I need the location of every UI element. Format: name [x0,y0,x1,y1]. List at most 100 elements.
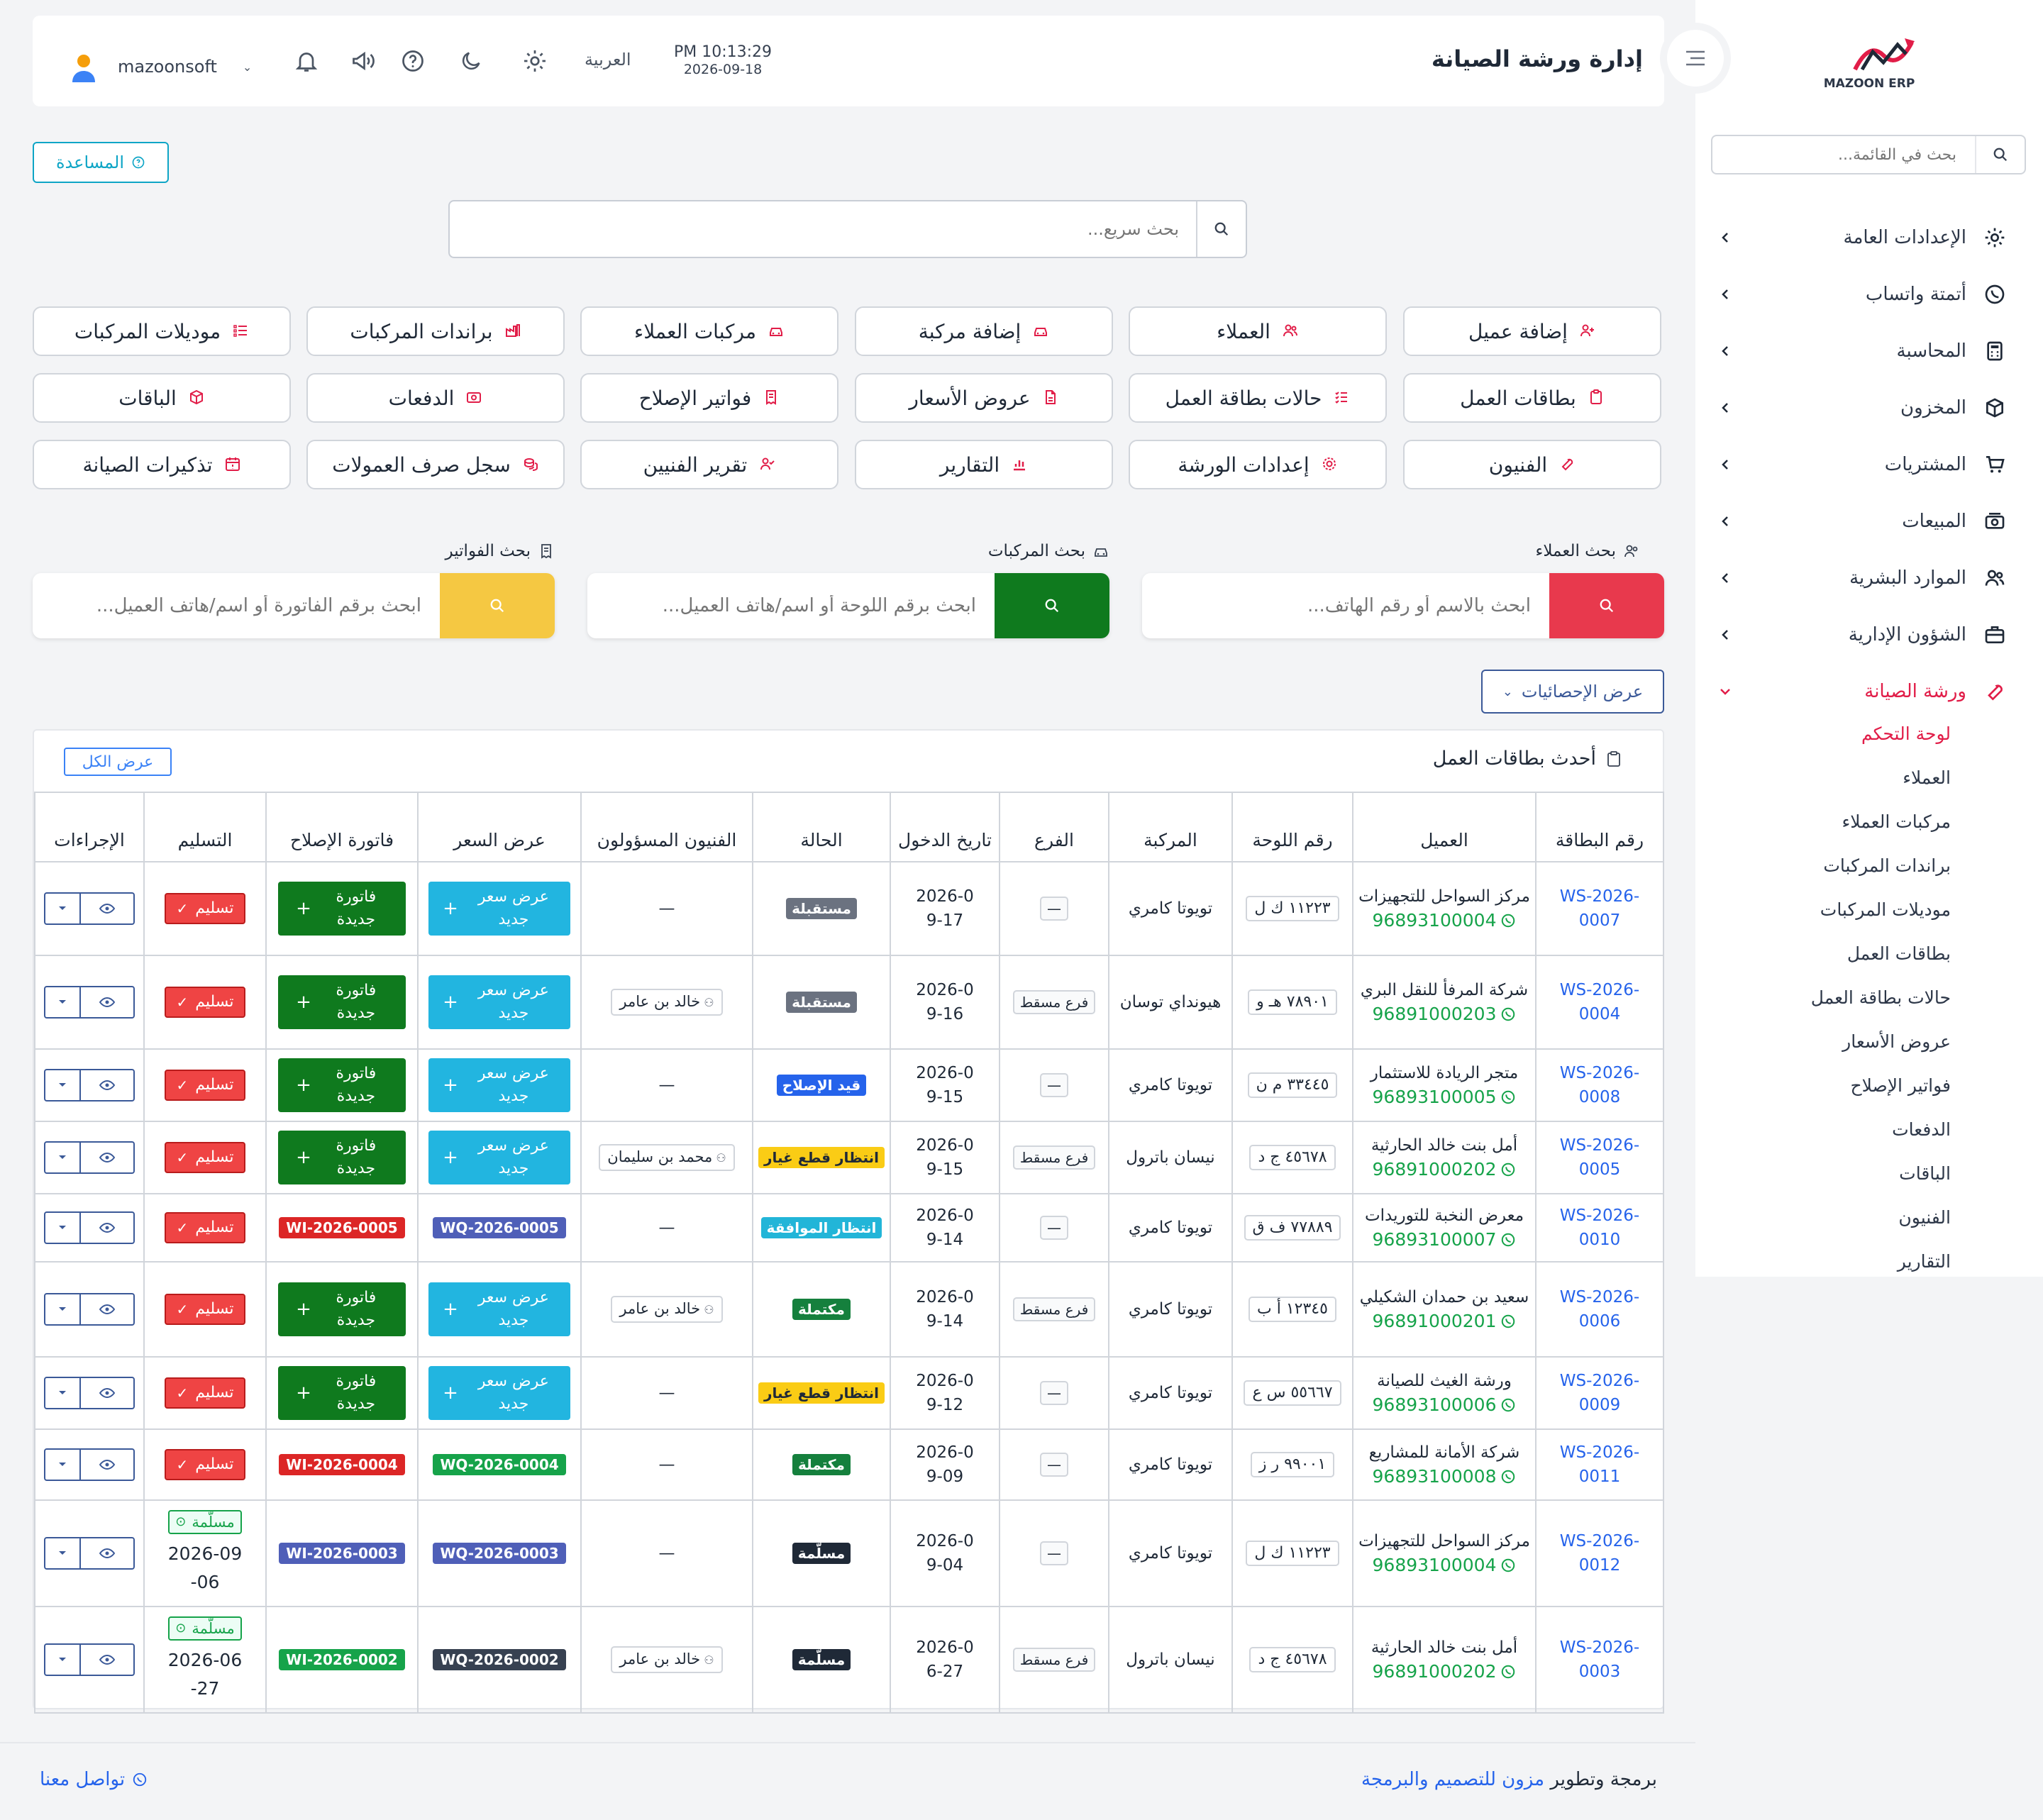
card-number-link[interactable]: WS-2026-0010 [1559,1206,1640,1249]
caret-down-icon[interactable] [45,987,79,1017]
view-all-button[interactable]: عرض الكل [64,748,172,776]
sidebar-toggle-button[interactable] [1667,30,1724,87]
shortcut-car-button[interactable]: مركبات العملاء [580,306,838,356]
show-stats-button[interactable]: عرض الإحصائيات ⌄ [1481,670,1664,714]
sidebar-subitem-7[interactable]: عروض الأسعار [1842,1031,1951,1052]
quote-link[interactable]: WQ-2026-0002 [433,1649,566,1670]
card-number-link[interactable]: WS-2026-0007 [1559,887,1640,930]
client-phone-link[interactable]: 96891000203 [1358,1002,1531,1026]
deliver-button[interactable]: تسليم ✓ [165,1449,245,1480]
client-phone-link[interactable]: 96893100004 [1358,909,1531,933]
caret-down-icon[interactable] [45,894,79,923]
new-invoice-button[interactable]: فاتورة جديدة + [278,1058,406,1112]
deliver-button[interactable]: تسليم ✓ [165,1142,245,1173]
help-circle-icon[interactable] [397,45,428,77]
customer-search-input[interactable] [1142,573,1549,638]
quote-link[interactable]: WQ-2026-0004 [433,1454,566,1475]
sidebar-item-1[interactable]: أتمتة واتساب [1718,266,2009,323]
card-number-link[interactable]: WS-2026-0008 [1559,1064,1640,1106]
card-number-link[interactable]: WS-2026-0012 [1559,1532,1640,1575]
bell-icon[interactable] [291,45,322,77]
sidebar-item-5[interactable]: المبيعات [1718,493,2009,550]
eye-icon[interactable] [79,1143,133,1172]
shortcut-list-button[interactable]: موديلات المركبات [33,306,291,356]
eye-icon[interactable] [79,1213,133,1243]
new-quote-button[interactable]: عرض سعر جديد + [428,1058,570,1112]
sidebar-item-8[interactable]: ورشة الصيانة [1718,663,2009,720]
new-invoice-button[interactable]: فاتورة جديدة + [278,975,406,1029]
new-quote-button[interactable]: عرض سعر جديد + [428,975,570,1029]
new-invoice-button[interactable]: فاتورة جديدة + [278,1282,406,1336]
invoice-search-box[interactable] [33,573,555,638]
deliver-button[interactable]: تسليم ✓ [165,1294,245,1325]
card-number-link[interactable]: WS-2026-0011 [1559,1443,1640,1486]
shortcut-users-button[interactable]: العملاء [1129,306,1387,356]
eye-icon[interactable] [79,1645,133,1675]
quote-link[interactable]: WQ-2026-0003 [433,1543,566,1564]
shortcut-payment-button[interactable]: الدفعات [306,373,565,423]
quick-search[interactable] [448,200,1247,258]
invoice-link[interactable]: WI-2026-0004 [279,1454,405,1475]
card-number-link[interactable]: WS-2026-0004 [1559,981,1640,1023]
client-phone-link[interactable]: 96893100006 [1358,1393,1531,1417]
shortcut-bar-chart-button[interactable]: التقارير [855,440,1113,489]
caret-down-icon[interactable] [45,1450,79,1480]
caret-down-icon[interactable] [45,1070,79,1100]
help-button[interactable]: المساعدة [33,142,169,183]
sidebar-search[interactable] [1711,135,2026,174]
sidebar-subitem-12[interactable]: التقارير [1897,1250,1951,1272]
vehicle-search-input[interactable] [587,573,995,638]
shortcut-coins-button[interactable]: سجل صرف العمولات [306,440,565,489]
invoice-link[interactable]: WI-2026-0003 [279,1543,405,1564]
quote-link[interactable]: WQ-2026-0005 [433,1217,566,1238]
sidebar-item-0[interactable]: الإعدادات العامة [1718,209,2009,266]
language-switch[interactable]: العربية [585,50,631,70]
sidebar-subitem-6[interactable]: حالات بطاقة العمل [1810,987,1951,1008]
card-number-link[interactable]: WS-2026-0003 [1559,1638,1640,1681]
customer-search-box[interactable] [1142,573,1664,638]
new-quote-button[interactable]: عرض سعر جديد + [428,1282,570,1336]
user-menu[interactable]: ⌄ mazoonsoft [67,50,252,84]
search-icon[interactable] [1196,201,1246,257]
quick-search-input[interactable] [450,201,1196,257]
new-quote-button[interactable]: عرض سعر جديد + [428,1131,570,1184]
sidebar-subitem-3[interactable]: براندات المركبات [1823,855,1951,876]
vehicle-search-box[interactable] [587,573,1109,638]
client-phone-link[interactable]: 96893100007 [1358,1228,1531,1252]
caret-down-icon[interactable] [45,1143,79,1172]
client-phone-link[interactable]: 96893100005 [1358,1085,1531,1109]
deliver-button[interactable]: تسليم ✓ [165,1377,245,1409]
invoice-link[interactable]: WI-2026-0002 [279,1649,405,1670]
shortcut-checklist-button[interactable]: حالات بطاقة العمل [1129,373,1387,423]
sidebar-subitem-4[interactable]: موديلات المركبات [1820,899,1951,920]
sidebar-subitem-0[interactable]: لوحة التحكم [1861,723,1951,744]
caret-down-icon[interactable] [45,1645,79,1675]
sidebar-subitem-9[interactable]: الدفعات [1892,1119,1951,1140]
megaphone-icon[interactable] [348,45,379,77]
shortcut-user-plus-button[interactable]: إضافة عميل [1403,306,1661,356]
eye-icon[interactable] [79,1070,133,1100]
shortcut-technician-button[interactable]: الفنيون [1403,440,1661,489]
deliver-button[interactable]: تسليم ✓ [165,1070,245,1101]
caret-down-icon[interactable] [45,1213,79,1243]
deliver-button[interactable]: تسليم ✓ [165,893,245,924]
invoice-link[interactable]: WI-2026-0005 [279,1217,405,1238]
sidebar-subitem-10[interactable]: الباقات [1899,1163,1951,1184]
caret-down-icon[interactable] [45,1294,79,1324]
sidebar-subitem-11[interactable]: الفنيون [1898,1206,1951,1228]
shortcut-clipboard-button[interactable]: بطاقات العمل [1403,373,1661,423]
sidebar-subitem-5[interactable]: بطاقات العمل [1847,943,1951,964]
sidebar-subitem-8[interactable]: فواتير الإصلاح [1850,1075,1951,1096]
deliver-button[interactable]: تسليم ✓ [165,1212,245,1243]
shortcut-calendar-alert-button[interactable]: تذكيرات الصيانة [33,440,291,489]
new-quote-button[interactable]: عرض سعر جديد + [428,882,570,936]
new-quote-button[interactable]: عرض سعر جديد + [428,1366,570,1420]
new-invoice-button[interactable]: فاتورة جديدة + [278,1366,406,1420]
caret-down-icon[interactable] [45,1378,79,1408]
invoice-search-button[interactable] [440,573,555,638]
card-number-link[interactable]: WS-2026-0005 [1559,1136,1640,1179]
dark-mode-moon-icon[interactable] [455,45,487,77]
footer-company-link[interactable]: مزون للتصميم والبرمجة [1361,1769,1545,1790]
deliver-button[interactable]: تسليم ✓ [165,987,245,1018]
sidebar-item-6[interactable]: الموارد البشرية [1718,550,2009,606]
